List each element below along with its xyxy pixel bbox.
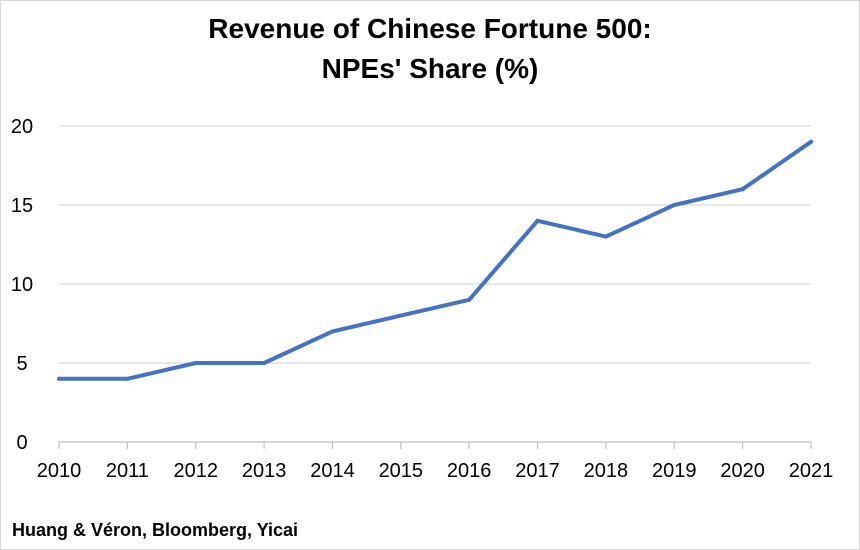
x-tick-label: 2013 <box>242 460 287 482</box>
x-tick-label: 2019 <box>652 460 697 482</box>
data-point <box>193 361 198 365</box>
y-tick-label: 15 <box>11 195 33 217</box>
x-tick-label: 2010 <box>37 460 82 482</box>
series-group <box>57 139 813 381</box>
x-tick-label: 2016 <box>447 460 492 482</box>
data-point <box>603 234 608 239</box>
data-point <box>330 329 335 334</box>
data-point <box>398 313 403 318</box>
data-point <box>672 203 677 207</box>
data-point <box>57 376 61 381</box>
data-point <box>535 218 540 223</box>
y-tick-label: 10 <box>11 274 33 296</box>
chart-title: Revenue of Chinese Fortune 500: <box>208 13 651 44</box>
x-tick-label: 2017 <box>515 460 560 482</box>
chart-subtitle: NPEs' Share (%) <box>322 53 539 84</box>
x-tick-label: 2018 <box>584 460 629 482</box>
x-axis: 2010 2011 2012 2013 2014 2015 2016 2017 2018 2019… <box>37 441 834 482</box>
series-line <box>57 139 813 381</box>
y-tick-label: 5 <box>16 353 27 375</box>
x-tick-label: 2021 <box>789 460 834 482</box>
x-tick-label: 2020 <box>720 460 765 482</box>
x-tick-label: 2012 <box>173 460 218 482</box>
source-note: Huang & Véron, Bloomberg, Yicai <box>12 520 298 540</box>
data-point <box>467 297 472 302</box>
y-tick-label: 0 <box>16 432 27 454</box>
data-point <box>125 376 130 381</box>
data-point <box>262 361 267 365</box>
x-tick-label: 2014 <box>310 460 355 482</box>
y-tick-label: 20 <box>11 116 33 138</box>
data-point <box>809 139 813 144</box>
y-axis-ticks: 0 5 10 15 20 <box>11 116 33 454</box>
x-tick-label: 2015 <box>379 460 424 482</box>
gridlines <box>59 125 811 364</box>
x-tick-label: 2011 <box>106 460 149 482</box>
data-point <box>740 187 745 192</box>
